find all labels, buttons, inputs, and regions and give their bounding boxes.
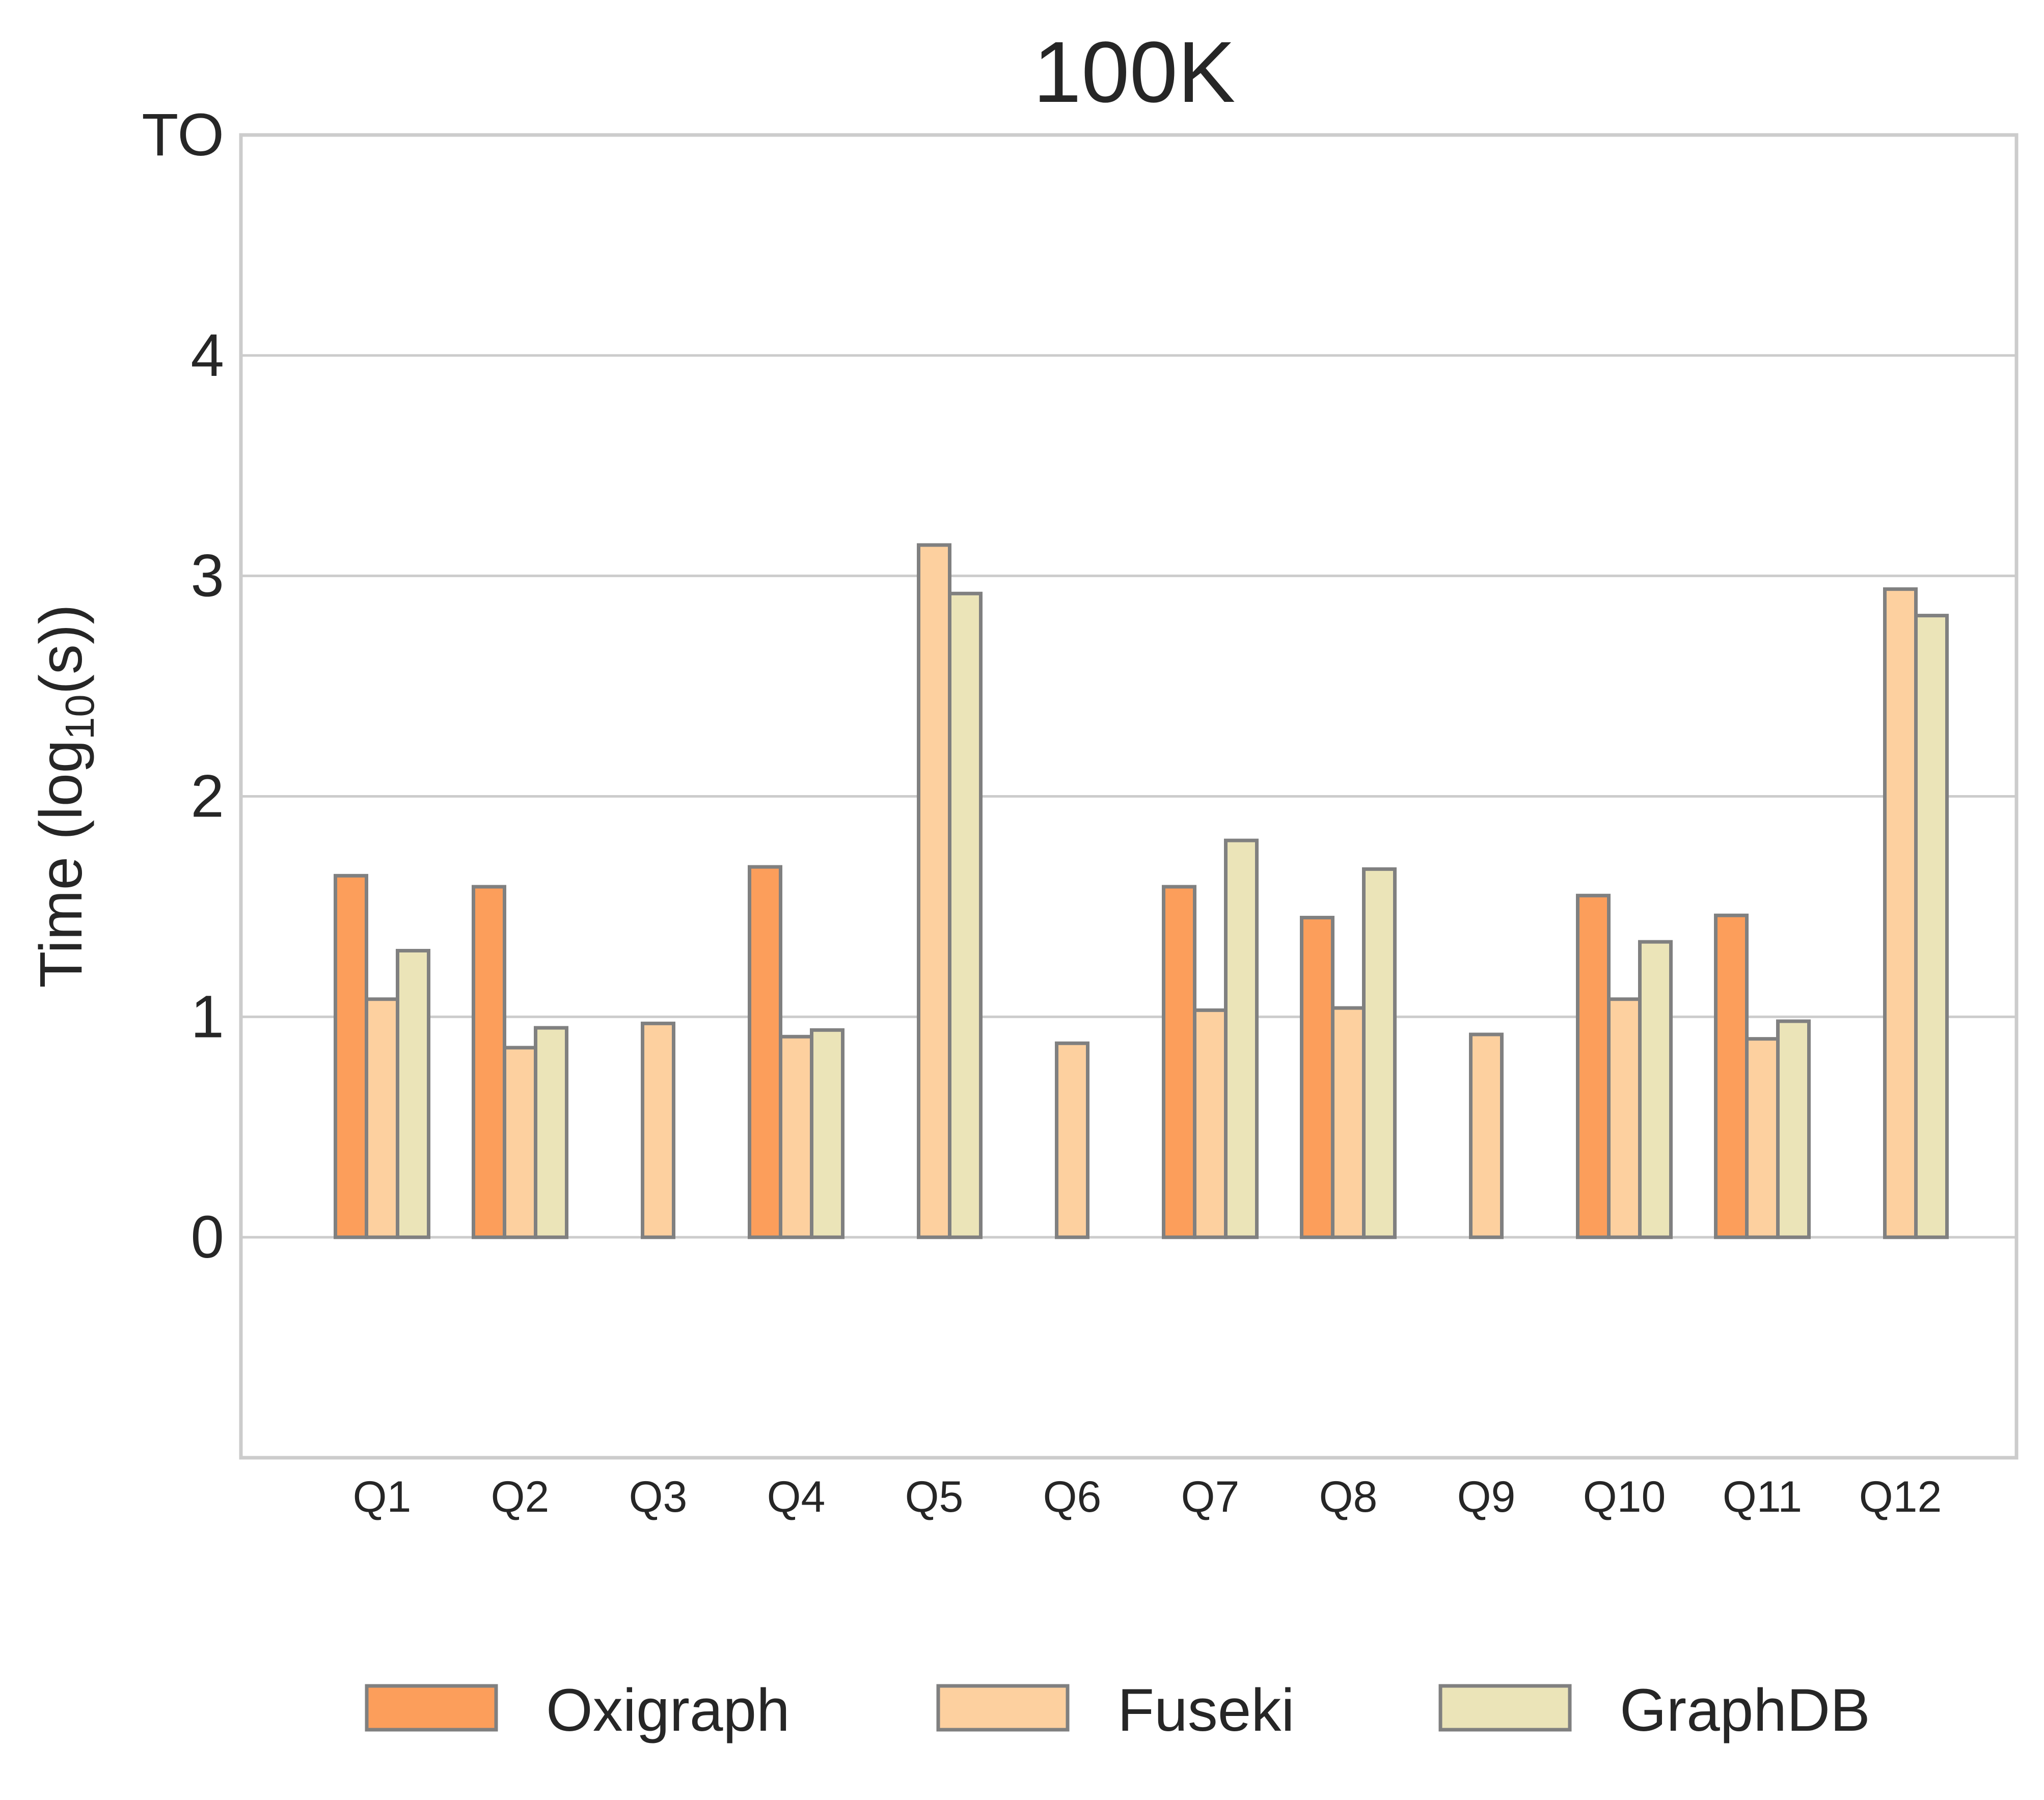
x-tick-label: Q4: [767, 1472, 826, 1521]
bar-oxigraph-q11: [1714, 913, 1749, 1239]
x-tick-label: Q3: [629, 1472, 688, 1521]
y-axis-label-subscript: 10: [57, 694, 102, 740]
bar-oxigraph-q1: [334, 874, 368, 1239]
legend-swatch-oxigraph: [365, 1684, 498, 1732]
bar-graphdb-q11: [1776, 1019, 1811, 1239]
bar-fuseki-q4: [779, 1034, 813, 1239]
y-axis-label: Time (log10(s)): [28, 604, 102, 988]
bar-oxigraph-q10: [1576, 893, 1611, 1239]
bar-fuseki-q9: [1469, 1032, 1504, 1239]
bar-graphdb-q7: [1224, 838, 1259, 1239]
y-tick-label: 1: [190, 983, 224, 1050]
x-tick-label: Q2: [491, 1472, 550, 1521]
bar-graphdb-q5: [948, 591, 983, 1239]
legend-swatch-fuseki: [936, 1684, 1070, 1732]
bar-graphdb-q1: [396, 948, 430, 1239]
legend-label-fuseki: Fuseki: [1118, 1677, 1295, 1744]
x-tick-label: Q10: [1583, 1472, 1666, 1521]
bars: [334, 543, 1949, 1239]
bar-fuseki-q10: [1607, 997, 1642, 1239]
y-tick-label: 4: [190, 322, 224, 389]
bar-fuseki-q3: [641, 1021, 675, 1239]
x-tick-label: Q8: [1319, 1472, 1378, 1521]
y-axis-label-main: Time (log: [28, 740, 95, 988]
bar-fuseki-q5: [917, 543, 951, 1239]
x-tick-label: Q1: [353, 1472, 412, 1521]
bar-graphdb-q2: [534, 1026, 568, 1239]
x-tick-labels: Q1 Q2 Q3 Q4 Q5 Q6 Q7 Q8 Q9 Q10 Q11 Q12: [353, 1472, 1942, 1521]
bar-fuseki-q8: [1331, 1006, 1366, 1239]
plot-area-frame: [239, 133, 2019, 1460]
x-tick-label: Q12: [1859, 1472, 1942, 1521]
bar-oxigraph-q7: [1162, 885, 1196, 1239]
bar-fuseki-q11: [1745, 1037, 1780, 1239]
legend-swatch-graphdb: [1438, 1684, 1572, 1732]
bar-fuseki-q2: [503, 1046, 537, 1239]
bar-oxigraph-q2: [472, 885, 506, 1239]
bar-oxigraph-q8: [1300, 916, 1334, 1239]
bar-graphdb-q12: [1914, 614, 1949, 1239]
bar-oxigraph-q4: [748, 865, 782, 1239]
bar-fuseki-q1: [365, 997, 399, 1239]
y-tick-label: TO: [142, 101, 224, 169]
bar-graphdb-q8: [1362, 867, 1397, 1239]
legend-label-oxigraph: Oxigraph: [546, 1677, 790, 1744]
bar-graphdb-q10: [1638, 940, 1673, 1239]
y-tick-label: 3: [190, 542, 224, 610]
legend: Oxigraph Fuseki GraphDB: [365, 1677, 1870, 1744]
bar-fuseki-q12: [1883, 587, 1918, 1239]
x-tick-label: Q7: [1181, 1472, 1240, 1521]
x-tick-label: Q11: [1723, 1472, 1802, 1521]
x-tick-label: Q5: [905, 1472, 964, 1521]
y-tick-labels: 0 1 2 3 4 TO: [142, 101, 224, 1271]
y-tick-label: 2: [190, 763, 224, 830]
y-tick-label: 0: [190, 1204, 224, 1271]
x-tick-label: Q9: [1457, 1472, 1516, 1521]
x-tick-label: Q6: [1043, 1472, 1102, 1521]
chart-title: 100K: [1033, 24, 1235, 121]
bar-fuseki-q6: [1055, 1041, 1089, 1239]
y-axis-label-tail: (s)): [28, 604, 95, 694]
bar-graphdb-q4: [810, 1028, 844, 1239]
legend-label-graphdb: GraphDB: [1620, 1677, 1870, 1744]
bar-fuseki-q7: [1193, 1008, 1228, 1239]
